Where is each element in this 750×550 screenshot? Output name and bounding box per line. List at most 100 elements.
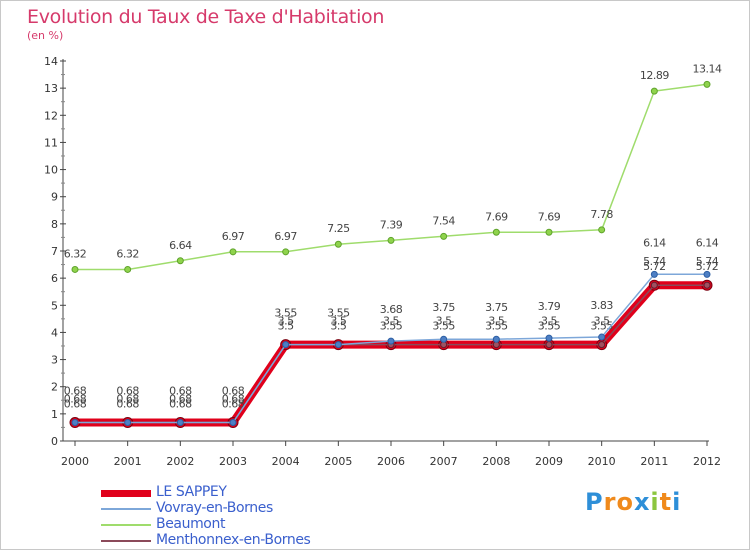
- y-tick-label: 3: [51, 354, 58, 367]
- data-label-vovray-en-bornes: 0.68: [64, 385, 87, 398]
- data-label-beaumont: 6.32: [64, 247, 87, 260]
- legend-label-menthonnex-en-bornes: Menthonnex-en-Bornes: [156, 532, 311, 548]
- data-point-beaumont: [598, 226, 606, 234]
- logo-letter: o: [616, 488, 634, 516]
- data-label-vovray-en-bornes: 3.55: [327, 307, 350, 320]
- data-point-beaumont: [545, 228, 553, 236]
- data-point-vovray-en-bornes: [387, 337, 395, 345]
- y-tick-label: 9: [51, 191, 58, 204]
- data-label-beaumont: 7.54: [432, 214, 455, 227]
- y-tick-label: 8: [51, 218, 58, 231]
- data-point-beaumont: [229, 248, 237, 256]
- data-label-menthonnex-en-bornes: 3.55: [538, 320, 561, 333]
- data-point-vovray-en-bornes: [282, 341, 290, 349]
- data-label-beaumont: 7.39: [380, 218, 403, 231]
- data-point-vovray-en-bornes: [176, 419, 184, 427]
- data-label-le-sappey: 3.5: [436, 315, 452, 328]
- data-point-beaumont: [703, 80, 711, 88]
- y-tick-label: 4: [51, 326, 58, 339]
- data-point-vovray-en-bornes: [545, 334, 553, 342]
- data-point-vovray-en-bornes: [334, 341, 342, 349]
- x-tick-label: 2011: [640, 455, 668, 468]
- data-point-beaumont: [176, 257, 184, 265]
- x-tick-label: 2000: [61, 455, 89, 468]
- data-label-le-sappey: 3.5: [383, 315, 399, 328]
- logo-letter: t: [659, 488, 673, 516]
- x-tick-label: 2004: [272, 455, 300, 468]
- y-tick-label: 10: [44, 164, 58, 177]
- data-label-beaumont: 7.69: [538, 210, 561, 223]
- x-tick-label: 2006: [377, 455, 405, 468]
- data-label-beaumont: 6.32: [116, 247, 139, 260]
- data-label-beaumont: 6.97: [274, 230, 297, 243]
- data-point-vovray-en-bornes: [598, 333, 606, 341]
- legend-swatch-beaumont: [101, 524, 151, 526]
- data-point-menthonnex-en-bornes: [703, 281, 711, 289]
- y-tick-label: 1: [51, 408, 58, 421]
- data-label-le-sappey: 0.68: [64, 393, 87, 406]
- data-label-menthonnex-en-bornes: 3.5: [278, 320, 294, 333]
- data-label-beaumont: 7.69: [485, 210, 508, 223]
- data-point-vovray-en-bornes: [124, 419, 132, 427]
- data-label-beaumont: 6.97: [222, 230, 245, 243]
- chart-title: Evolution du Taux de Taxe d'Habitation: [27, 6, 385, 28]
- x-tick-label: 2007: [430, 455, 458, 468]
- data-label-menthonnex-en-bornes: 3.55: [485, 320, 508, 333]
- data-label-menthonnex-en-bornes: 5.72: [696, 260, 719, 273]
- data-label-le-sappey: 0.68: [116, 393, 139, 406]
- y-tick-label: 5: [51, 299, 58, 312]
- data-label-vovray-en-bornes: 3.75: [485, 301, 508, 314]
- y-tick-label: 14: [44, 55, 58, 68]
- x-tick-label: 2002: [166, 455, 194, 468]
- x-tick-label: 2003: [219, 455, 247, 468]
- legend-swatch-vovray-en-bornes: [101, 508, 151, 510]
- data-label-vovray-en-bornes: 6.14: [696, 236, 719, 249]
- logo-letter: i: [672, 488, 682, 516]
- data-point-beaumont: [387, 236, 395, 244]
- data-label-menthonnex-en-bornes: 3.5: [330, 320, 346, 333]
- y-tick-label: 7: [51, 245, 58, 258]
- data-point-menthonnex-en-bornes: [598, 341, 606, 349]
- y-tick-label: 0: [51, 435, 58, 448]
- x-tick-label: 2008: [482, 455, 510, 468]
- data-label-menthonnex-en-bornes: 0.68: [116, 398, 139, 411]
- data-point-vovray-en-bornes: [650, 270, 658, 278]
- legend-swatch-le-sappey: [101, 489, 151, 497]
- y-tick-label: 13: [44, 82, 58, 95]
- data-label-beaumont: 13.14: [693, 62, 722, 75]
- data-label-beaumont: 7.78: [590, 208, 613, 221]
- data-point-vovray-en-bornes: [492, 335, 500, 343]
- y-tick-label: 6: [51, 272, 58, 285]
- proxiti-logo: Proxiti: [585, 488, 681, 516]
- data-label-le-sappey: 3.5: [541, 315, 557, 328]
- data-label-beaumont: 7.25: [327, 222, 350, 235]
- logo-letter: x: [633, 488, 651, 516]
- data-point-beaumont: [492, 228, 500, 236]
- x-tick-label: 2005: [324, 455, 352, 468]
- data-label-vovray-en-bornes: 3.79: [538, 300, 561, 313]
- data-label-vovray-en-bornes: 3.68: [380, 303, 403, 316]
- data-point-vovray-en-bornes: [440, 335, 448, 343]
- data-label-vovray-en-bornes: 0.68: [222, 385, 245, 398]
- data-label-beaumont: 12.89: [640, 69, 669, 82]
- data-point-beaumont: [282, 248, 290, 256]
- legend-label-beaumont: Beaumont: [156, 516, 226, 532]
- data-label-menthonnex-en-bornes: 3.55: [432, 320, 455, 333]
- data-point-vovray-en-bornes: [229, 419, 237, 427]
- logo-letter: r: [603, 488, 617, 516]
- data-label-menthonnex-en-bornes: 0.68: [222, 398, 245, 411]
- y-tick-label: 12: [44, 109, 58, 122]
- data-label-le-sappey: 0.68: [222, 393, 245, 406]
- data-label-menthonnex-en-bornes: 5.72: [643, 260, 666, 273]
- x-tick-label: 2012: [693, 455, 721, 468]
- data-label-vovray-en-bornes: 0.68: [169, 385, 192, 398]
- data-label-vovray-en-bornes: 3.75: [432, 301, 455, 314]
- data-label-vovray-en-bornes: 3.83: [590, 299, 613, 312]
- data-label-vovray-en-bornes: 3.55: [274, 307, 297, 320]
- x-tick-label: 2009: [535, 455, 563, 468]
- data-label-le-sappey: 3.5: [330, 315, 346, 328]
- x-tick-label: 2010: [588, 455, 616, 468]
- data-point-menthonnex-en-bornes: [545, 341, 553, 349]
